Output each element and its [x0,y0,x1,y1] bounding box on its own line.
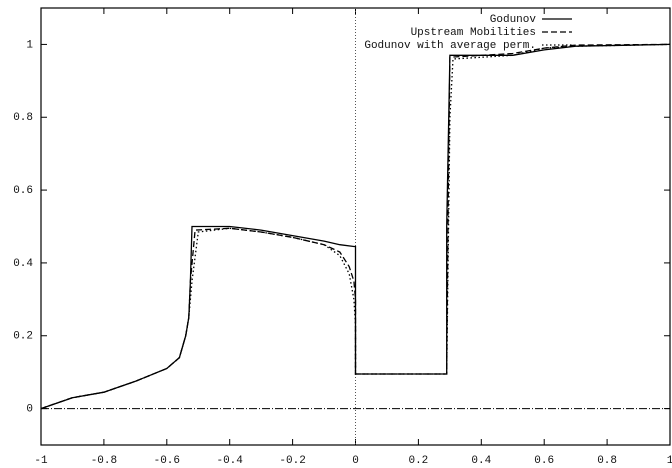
y-tick-label: 0.6 [13,185,33,197]
x-tick-label: -1 [34,455,48,467]
y-tick-label: 0.2 [13,331,33,343]
plot-frame [40,7,671,446]
y-tick-label: 0.4 [13,258,33,270]
x-tick-label: 1 [667,455,672,467]
x-tick-label: 0.4 [471,455,491,467]
legend-label: Upstream Mobilities [411,27,536,39]
legend-label: Godunov [490,14,537,26]
line-series [40,43,671,410]
y-tick-label: 0 [26,403,33,415]
x-tick-label: -0.8 [91,455,117,467]
x-tick-label: -0.4 [216,455,243,467]
x-tick-label: 0.8 [597,455,617,467]
x-tick-label: -0.2 [279,455,305,467]
line-series [40,43,671,410]
legend-label: Godunov with average perm. [364,40,536,52]
x-tick-label: 0.6 [534,455,554,467]
x-tick-label: -0.6 [154,455,180,467]
y-tick-label: 1 [26,39,33,51]
y-tick-label: 0.8 [13,112,33,124]
x-tick-label: 0.2 [408,455,428,467]
x-tick-label: 0 [352,455,359,467]
